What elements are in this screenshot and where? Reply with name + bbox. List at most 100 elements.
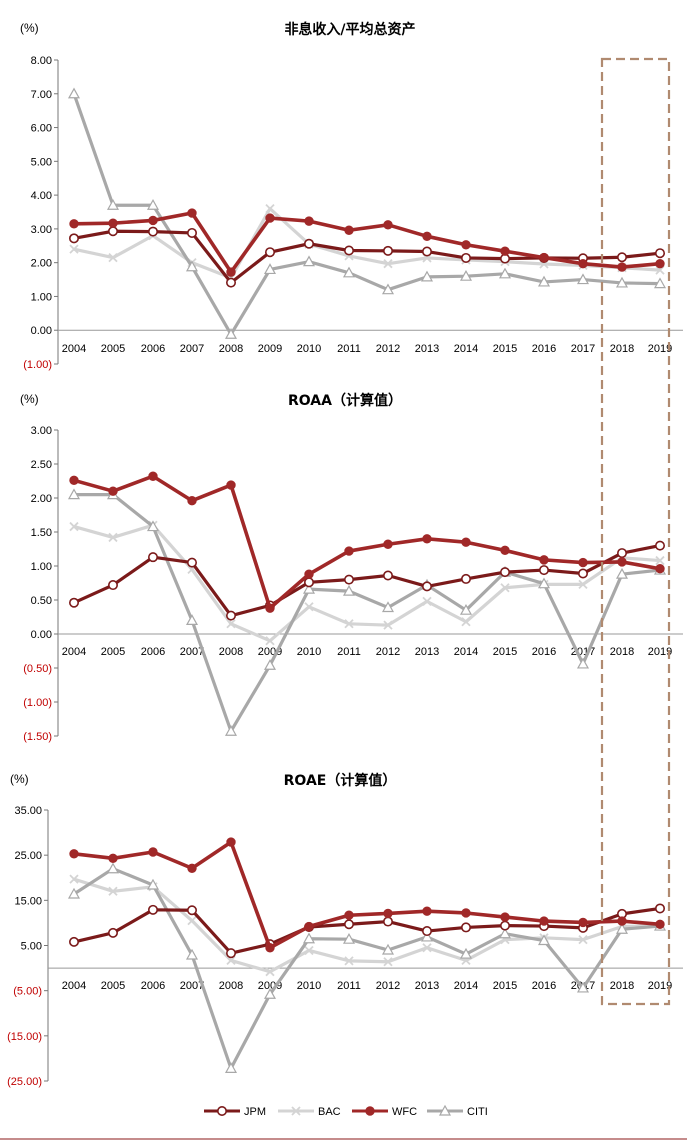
data-point-citi: [67, 887, 81, 899]
data-point-jpm: [303, 238, 314, 249]
data-point-bac: [187, 916, 197, 926]
data-point-jpm: [303, 577, 314, 588]
data-point-citi: [537, 577, 551, 589]
data-point-wfc: [226, 837, 236, 847]
legend-label: JPM: [244, 1106, 266, 1118]
data-point-wfc: [69, 219, 79, 229]
data-point-wfc: [69, 475, 79, 486]
series-line-bac: [73, 877, 661, 974]
data-point-wfc: [383, 908, 393, 919]
data-point-bac: [344, 956, 354, 966]
x-tick-label: 2017: [571, 343, 595, 355]
legend-label: WFC: [392, 1106, 417, 1118]
legend-marker: [217, 1106, 228, 1117]
x-tick-label: 2014: [454, 980, 478, 992]
data-point-wfc: [539, 555, 549, 565]
x-tick-label: 2008: [219, 343, 243, 355]
data-point-citi: [381, 601, 395, 613]
data-point-jpm: [148, 226, 159, 237]
series-jpm: [69, 903, 665, 959]
x-tick-label: 2008: [219, 646, 243, 658]
data-point-citi: [302, 582, 316, 594]
series-line-jpm: [73, 544, 661, 618]
data-point-citi: [459, 603, 473, 615]
data-point-wfc: [304, 921, 314, 932]
data-point-wfc: [108, 486, 118, 496]
data-point-wfc: [422, 534, 432, 544]
data-point-jpm: [421, 581, 432, 592]
data-point-jpm: [421, 926, 432, 937]
legend-marker: [291, 1106, 301, 1116]
x-tick-label: 2015: [493, 343, 517, 355]
x-tick-label: 2019: [648, 343, 672, 355]
data-point-bac: [265, 636, 275, 646]
data-point-citi: [420, 930, 434, 942]
data-point-wfc: [655, 258, 665, 269]
legend-marker: [365, 1106, 375, 1116]
data-point-citi: [615, 923, 629, 934]
data-point-citi: [224, 725, 238, 736]
x-tick-label: 2010: [297, 980, 321, 992]
data-point-citi: [381, 943, 395, 955]
data-point-wfc: [226, 480, 236, 490]
x-tick-label: 2013: [415, 343, 439, 355]
y-tick-label: 0.50: [31, 595, 52, 607]
data-point-wfc: [461, 240, 471, 250]
data-point-jpm: [382, 916, 393, 927]
x-tick-label: 2019: [648, 646, 672, 658]
data-point-wfc: [500, 246, 510, 256]
chart-title: ROAA（计算值）: [288, 392, 402, 409]
data-point-bac: [578, 579, 588, 589]
data-point-citi: [67, 488, 81, 500]
data-point-wfc: [187, 208, 197, 218]
data-point-bac: [108, 532, 118, 543]
data-point-citi: [342, 266, 356, 278]
series-jpm: [69, 540, 665, 621]
data-point-citi: [420, 270, 434, 282]
data-point-bac: [578, 934, 588, 945]
x-tick-label: 2013: [415, 646, 439, 658]
data-point-citi: [67, 87, 81, 99]
y-tick-label: 8.00: [31, 55, 52, 67]
data-point-citi: [146, 520, 160, 532]
data-point-wfc: [617, 262, 627, 272]
data-point-bac: [265, 203, 275, 214]
data-point-wfc: [461, 537, 471, 547]
data-point-wfc: [265, 943, 275, 953]
x-tick-label: 2012: [376, 980, 400, 992]
data-point-wfc: [304, 569, 314, 579]
data-point-bac: [383, 957, 393, 967]
x-tick-label: 2005: [101, 646, 125, 658]
data-point-wfc: [69, 849, 79, 859]
data-point-jpm: [382, 245, 393, 256]
series-line-wfc: [73, 474, 661, 610]
data-point-wfc: [265, 603, 275, 613]
data-point-citi: [342, 584, 356, 596]
data-point-wfc: [422, 906, 432, 916]
data-point-wfc: [148, 847, 158, 857]
x-tick-label: 2019: [648, 980, 672, 992]
data-point-citi: [342, 932, 356, 944]
data-point-jpm: [69, 597, 80, 608]
x-tick-label: 2006: [141, 343, 165, 355]
legend-label: CITI: [467, 1106, 488, 1118]
data-point-bac: [265, 967, 275, 977]
series-jpm: [69, 226, 665, 288]
data-point-citi: [576, 273, 590, 285]
data-point-jpm: [187, 557, 198, 568]
data-point-citi: [537, 275, 551, 287]
data-point-bac: [655, 555, 665, 566]
y-tick-label: (25.00): [7, 1076, 42, 1088]
panel-roaa: (%) ROAA（计算值） (1.50) (1.00) (0.50) 0.00 0.50…: [20, 392, 683, 743]
data-point-citi: [576, 981, 590, 993]
x-tick-label: 2011: [337, 646, 361, 658]
data-point-jpm: [108, 226, 119, 237]
data-point-citi: [263, 659, 277, 670]
y-tick-label: 2.50: [31, 459, 52, 471]
data-point-bac: [69, 874, 79, 884]
data-point-wfc: [422, 231, 432, 242]
y-tick-label: 0.00: [31, 325, 52, 337]
unit-label: (%): [10, 772, 29, 786]
legend-label: BAC: [318, 1106, 341, 1118]
